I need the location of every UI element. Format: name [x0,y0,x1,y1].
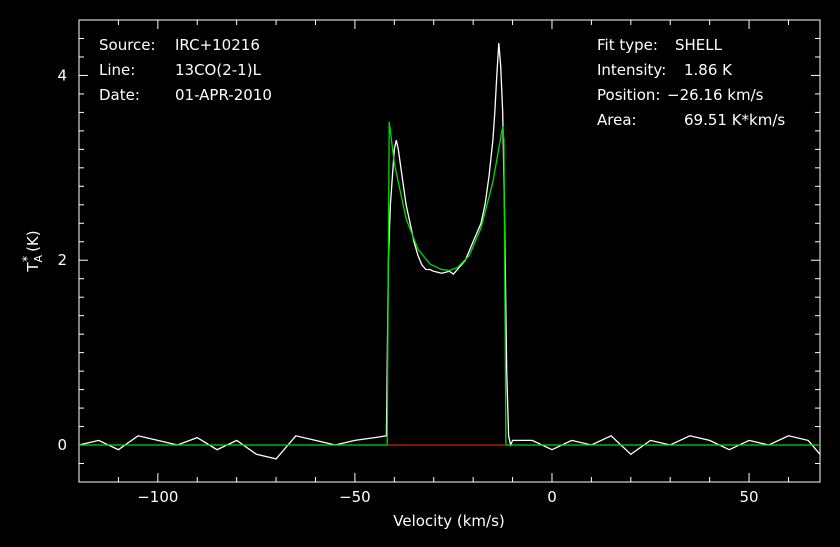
fit-type-label: Fit type: [597,36,658,54]
x-tick-label: 50 [740,488,759,506]
axis-ticks [78,19,820,483]
tick-labels: −100 −50 0 50 0 2 4 [57,66,758,506]
line-value: 13CO(2-1)L [175,61,261,79]
source-value: IRC+10216 [175,36,260,54]
y-tick-label: 0 [57,436,67,454]
intensity-value: 1.86 K [684,61,733,79]
x-tick-label: 0 [547,488,557,506]
area-label: Area: [597,111,637,129]
y-tick-label: 2 [57,251,67,269]
series-layer [78,43,821,460]
intensity-label: Intensity: [597,61,667,79]
svg-text:TA*(K): TA*(K) [20,230,45,272]
x-axis-label: Velocity (km/s) [393,512,504,530]
spectrum-line [78,43,821,460]
fit-line [79,121,820,446]
x-tick-label: −100 [137,488,178,506]
position-value: −26.16 km/s [667,86,764,104]
y-axis-label: TA*(K) [20,230,45,272]
date-value: 01-APR-2010 [175,86,272,104]
date-label: Date: [99,86,140,104]
fit-type-value: SHELL [675,36,722,54]
line-label: Line: [99,61,136,79]
plot-frame [78,19,821,483]
source-label: Source: [99,36,156,54]
y-tick-label: 4 [57,66,67,84]
area-value: 69.51 K*km/s [684,111,786,129]
x-tick-label: −50 [339,488,371,506]
position-label: Position: [597,86,661,104]
